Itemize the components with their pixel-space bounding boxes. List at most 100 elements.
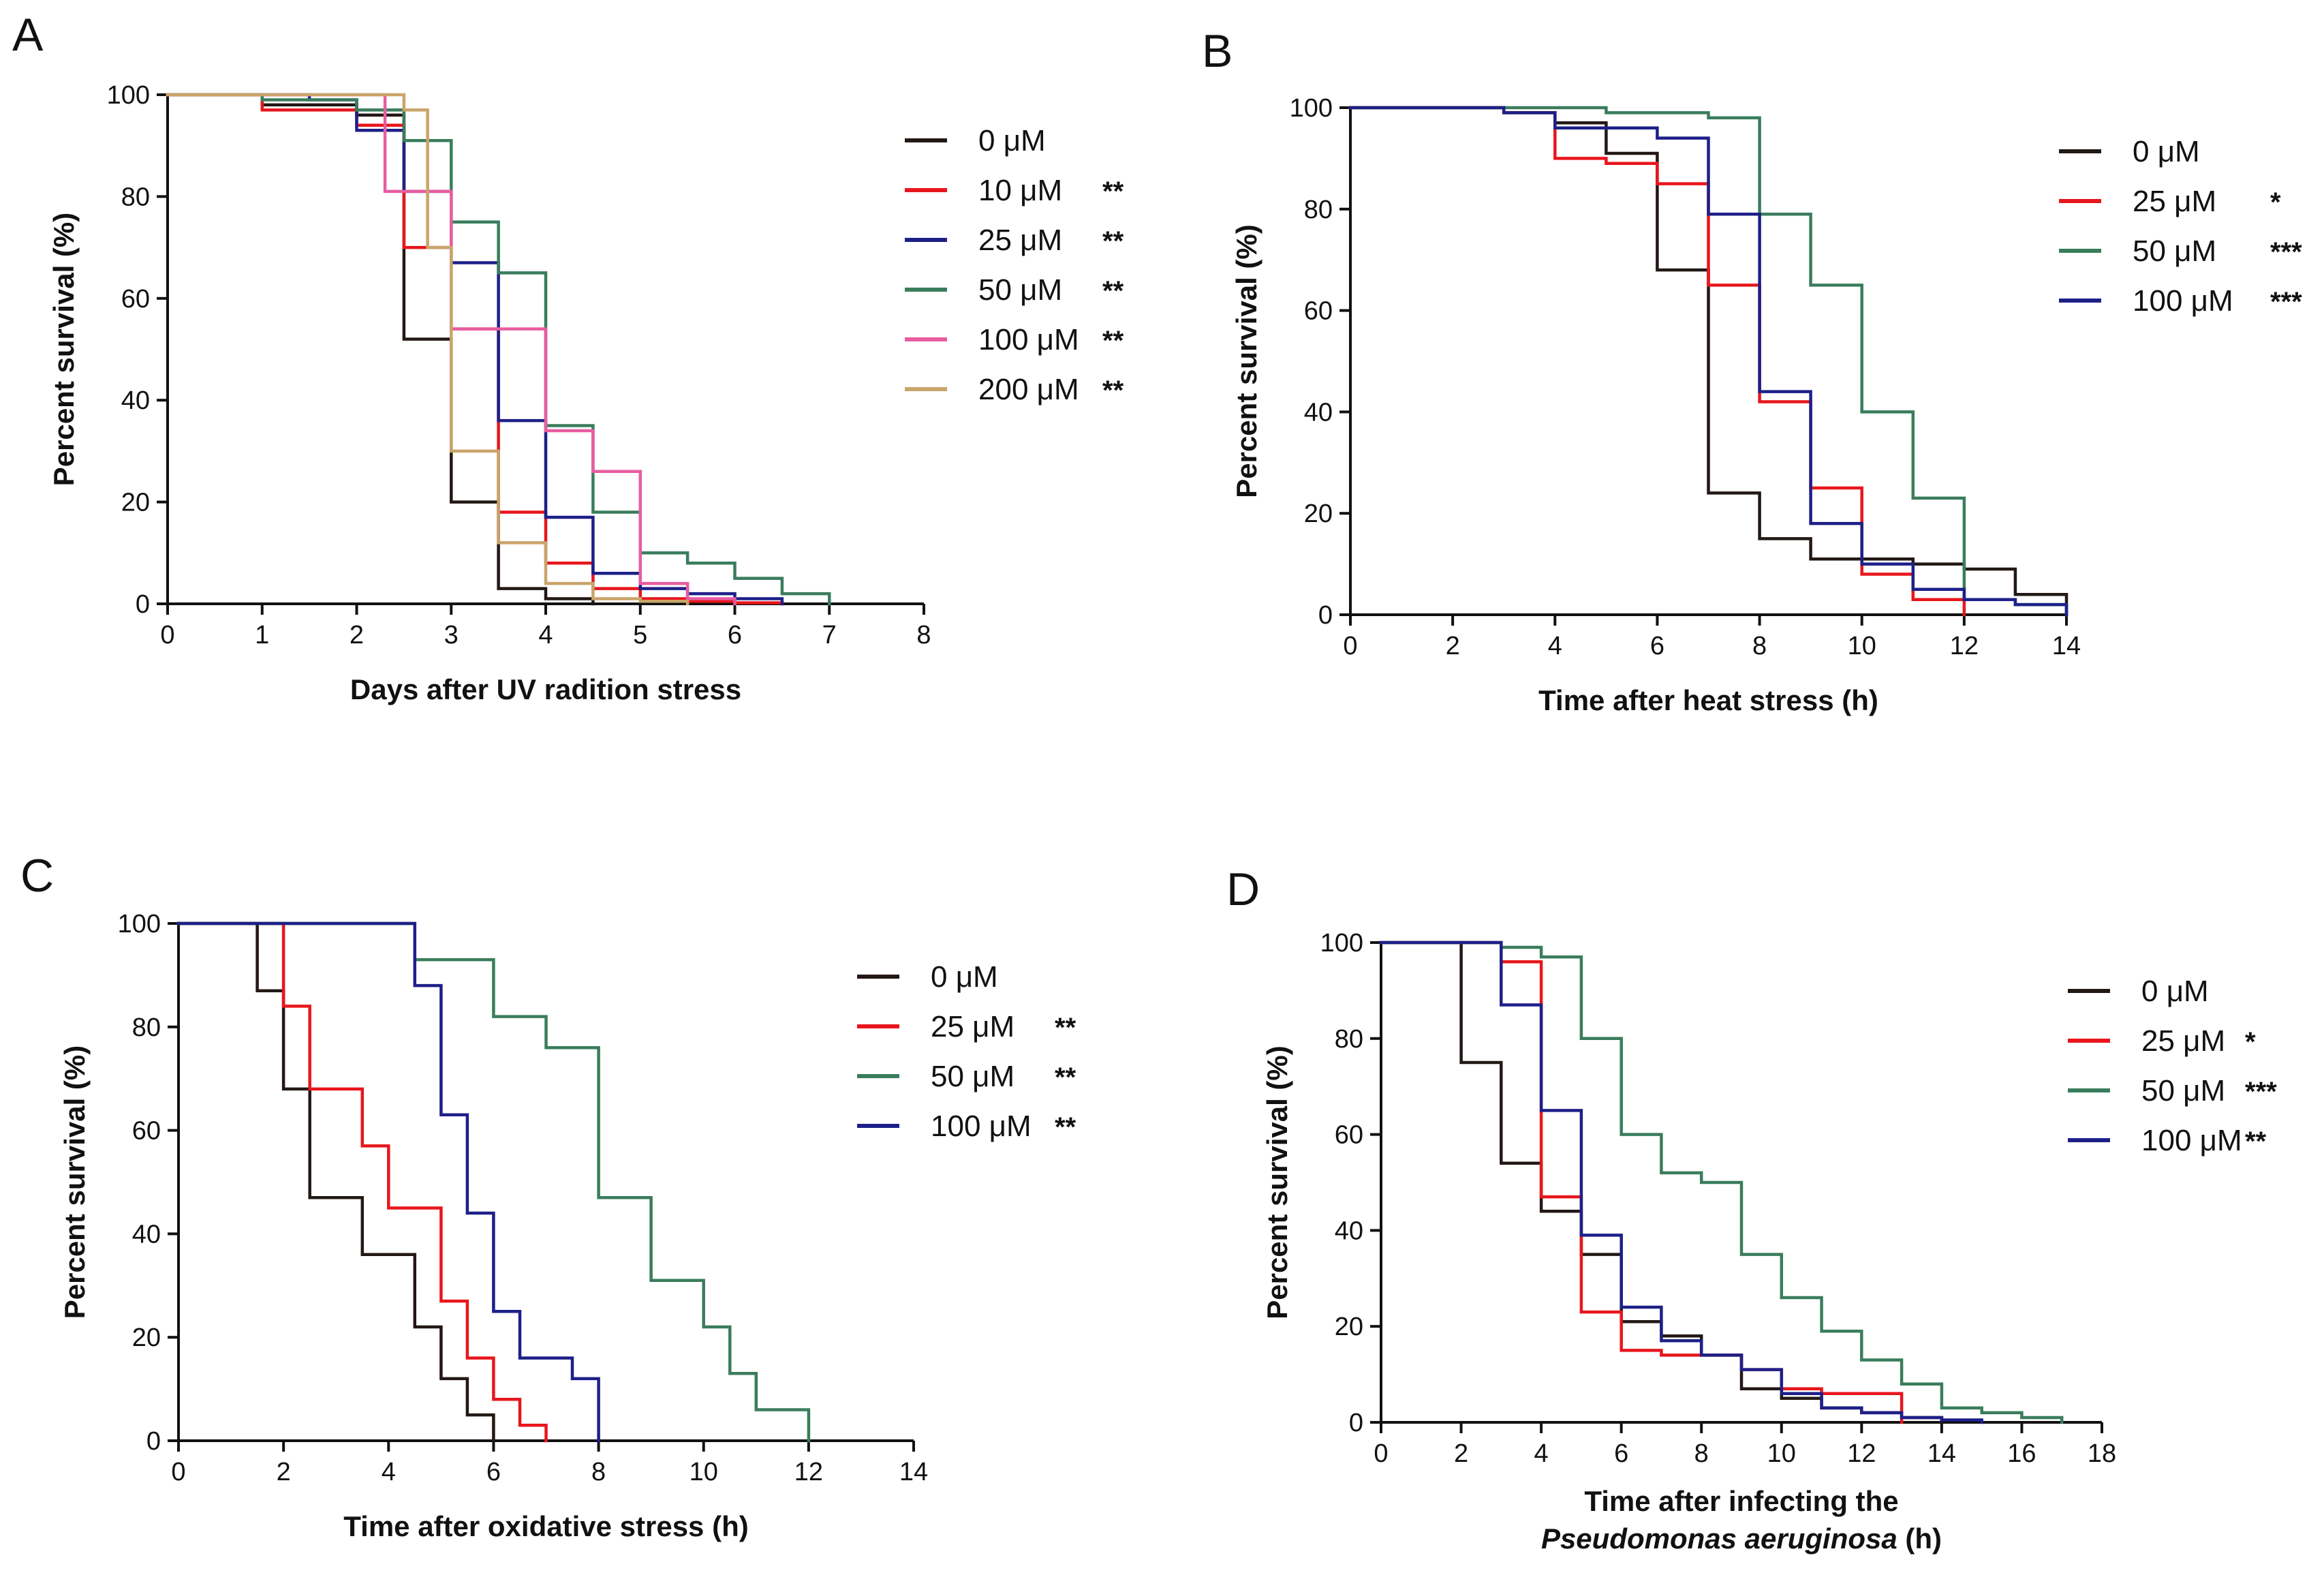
y-tick-label-c: 100 <box>118 910 161 938</box>
series-line-c-0 <box>176 921 495 1443</box>
legend-label-d: 50 μM <box>2141 1074 2225 1107</box>
panel-c: C 0 20 40 60 80 100 0 2 4 6 8 10 12 14 Time after oxi… <box>20 850 1076 1542</box>
x-tick-label-d: 0 <box>1374 1439 1388 1468</box>
x-tick-label-b: 6 <box>1650 632 1664 660</box>
y-tick-label-b: 20 <box>1304 500 1333 528</box>
series-line-c-2 <box>176 921 811 1443</box>
y-tick-label-c: 40 <box>132 1220 161 1249</box>
legend-significance-d: * <box>2245 1027 2256 1057</box>
y-tick-label-a: 20 <box>121 489 150 517</box>
legend-c: 0 μM 25 μM ** 50 μM ** 100 μM ** <box>857 960 1076 1143</box>
x-tick-label-d: 8 <box>1694 1439 1709 1468</box>
y-axis-title-a: Percent survival (%) <box>48 213 80 487</box>
y-axis-title-c: Percent survival (%) <box>59 1045 91 1319</box>
x-tick-label-d: 2 <box>1454 1439 1468 1468</box>
series-line-c-1 <box>176 921 548 1443</box>
x-tick-label-a: 1 <box>255 621 269 649</box>
x-tick-label-d: 16 <box>2007 1439 2036 1468</box>
x-tick-label-a: 3 <box>444 621 459 649</box>
legend-label-d: 0 μM <box>2141 975 2209 1008</box>
legend-significance-a: ** <box>1102 326 1124 356</box>
legend-significance-b: * <box>2270 187 2281 217</box>
panel-letter-a: A <box>12 9 44 61</box>
legend-label-b: 50 μM <box>2133 234 2216 268</box>
x-tick-label-d: 12 <box>1847 1439 1876 1468</box>
x-tick-label-c: 2 <box>277 1458 291 1486</box>
legend-significance-a: ** <box>1102 226 1124 256</box>
x-tick-label-d: 10 <box>1767 1439 1796 1468</box>
series-line-c-3 <box>176 921 600 1443</box>
x-tick-label-d: 4 <box>1534 1439 1549 1468</box>
plot-d: 0 20 40 60 80 100 0 2 4 6 8 10 12 14 16 18 <box>1320 929 2117 1468</box>
x-tick-label-c: 14 <box>899 1458 928 1486</box>
x-tick-label-c: 0 <box>171 1458 185 1486</box>
series-line-a-1 <box>166 93 784 606</box>
x-tick-label-c: 6 <box>486 1458 501 1486</box>
x-tick-label-b: 14 <box>2052 632 2081 660</box>
legend-a: 0 μM 10 μM ** 25 μM ** 50 μM ** 100 μM ** 200 μM *… <box>905 124 1124 406</box>
legend-label-b: 0 μM <box>2133 135 2200 168</box>
x-tick-label-a: 8 <box>916 621 931 649</box>
y-tick-label-d: 20 <box>1335 1313 1363 1341</box>
x-tick-label-c: 8 <box>591 1458 606 1486</box>
panel-letter-b: B <box>1202 25 1233 77</box>
x-axis-title-d-line-1: Time after infecting the <box>1584 1485 1898 1517</box>
y-tick-label-c: 0 <box>146 1427 161 1456</box>
series-line-b-1 <box>1348 106 1966 617</box>
legend-label-a: 25 μM <box>978 224 1062 257</box>
legend-significance-d: ** <box>2245 1127 2267 1157</box>
y-tick-label-b: 40 <box>1304 398 1333 427</box>
legend-label-c: 0 μM <box>931 960 998 994</box>
y-tick-label-b: 100 <box>1290 94 1333 123</box>
legend-significance-a: ** <box>1102 276 1124 306</box>
y-tick-label-c: 20 <box>132 1324 161 1352</box>
x-axis-title-c: Time after oxidative stress (h) <box>343 1510 748 1542</box>
y-tick-label-a: 0 <box>136 590 150 619</box>
y-tick-label-a: 100 <box>107 81 150 110</box>
x-tick-label-a: 5 <box>633 621 647 649</box>
series-line-a-2 <box>166 93 784 606</box>
legend-label-c: 50 μM <box>931 1060 1014 1093</box>
y-tick-label-d: 40 <box>1335 1217 1363 1245</box>
y-tick-label-b: 60 <box>1304 297 1333 326</box>
x-axis-title-a: Days after UV radition stress <box>350 673 741 705</box>
x-tick-label-a: 4 <box>538 621 553 649</box>
panel-letter-d: D <box>1226 863 1260 915</box>
x-tick-label-b: 2 <box>1446 632 1460 660</box>
y-tick-label-b: 80 <box>1304 196 1333 224</box>
x-tick-label-d: 18 <box>2088 1439 2116 1468</box>
x-axis-title-d-line-2: Pseudomonas aeruginosa (h) <box>1541 1523 1942 1555</box>
y-tick-label-c: 60 <box>132 1117 161 1146</box>
series-line-d-2 <box>1379 941 2064 1424</box>
panel-d: D 0 20 40 60 80 100 0 2 4 6 8 10 12 14 16 18 Time after… <box>1226 863 2277 1555</box>
y-tick-label-a: 40 <box>121 386 150 415</box>
legend-label-a: 50 μM <box>978 273 1062 307</box>
y-axis-title-d: Percent survival (%) <box>1261 1045 1293 1319</box>
legend-b: 0 μM 25 μM * 50 μM *** 100 μM *** <box>2059 135 2302 318</box>
legend-significance-c: ** <box>1055 1062 1076 1092</box>
legend-significance-b: *** <box>2270 287 2302 317</box>
legend-significance-d: *** <box>2245 1077 2277 1107</box>
legend-label-c: 25 μM <box>931 1010 1014 1043</box>
y-tick-label-a: 60 <box>121 285 150 314</box>
x-tick-label-c: 12 <box>794 1458 823 1486</box>
x-tick-label-a: 6 <box>728 621 742 649</box>
x-tick-label-d: 6 <box>1614 1439 1628 1468</box>
series-line-a-0 <box>166 93 595 606</box>
x-tick-label-d: 14 <box>1927 1439 1956 1468</box>
series-line-a-4 <box>166 93 737 606</box>
plot-a: 0 20 40 60 80 100 0 1 2 3 4 5 6 7 8 <box>107 81 931 649</box>
legend-significance-a: ** <box>1102 177 1124 207</box>
x-tick-label-a: 7 <box>822 621 837 649</box>
x-tick-label-b: 8 <box>1752 632 1767 660</box>
series-line-d-3 <box>1379 941 1983 1424</box>
y-tick-label-c: 80 <box>132 1013 161 1042</box>
legend-label-c: 100 μM <box>931 1110 1032 1143</box>
legend-label-a: 200 μM <box>978 373 1079 406</box>
x-tick-label-b: 4 <box>1548 632 1562 660</box>
x-tick-label-a: 2 <box>350 621 364 649</box>
x-tick-label-c: 10 <box>690 1458 718 1486</box>
series-line-a-5 <box>166 93 690 606</box>
